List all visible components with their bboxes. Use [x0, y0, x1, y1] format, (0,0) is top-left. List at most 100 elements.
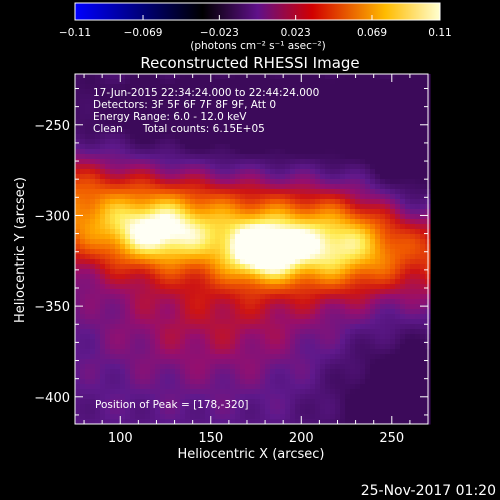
heatmap-pixel: [145, 149, 151, 155]
heatmap-pixel: [260, 109, 266, 115]
heatmap-pixel: [330, 284, 336, 290]
heatmap-pixel: [380, 109, 386, 115]
heatmap-pixel: [295, 284, 301, 290]
heatmap-pixel: [195, 264, 201, 270]
heatmap-pixel: [390, 369, 396, 375]
heatmap-pixel: [305, 84, 311, 90]
heatmap-pixel: [130, 174, 136, 180]
heatmap-pixel: [160, 164, 166, 170]
heatmap-pixel: [370, 309, 376, 315]
heatmap-pixel: [135, 259, 141, 265]
heatmap-pixel: [95, 129, 101, 135]
heatmap-pixel: [385, 309, 391, 315]
heatmap-pixel: [420, 374, 426, 380]
heatmap-pixel: [265, 409, 271, 415]
heatmap-pixel: [335, 279, 341, 285]
heatmap-pixel: [410, 279, 416, 285]
heatmap-pixel: [245, 309, 251, 315]
heatmap-pixel: [350, 394, 356, 400]
heatmap-pixel: [385, 414, 391, 420]
heatmap-pixel: [195, 259, 201, 265]
heatmap-pixel: [105, 414, 111, 420]
heatmap-pixel: [315, 89, 321, 95]
heatmap-pixel: [230, 344, 236, 350]
heatmap-pixel: [130, 314, 136, 320]
heatmap-pixel: [145, 179, 151, 185]
heatmap-pixel: [335, 169, 341, 175]
heatmap-pixel: [80, 104, 86, 110]
heatmap-pixel: [250, 189, 256, 195]
heatmap-pixel: [160, 79, 166, 85]
heatmap-pixel: [75, 154, 81, 160]
heatmap-pixel: [350, 349, 356, 355]
heatmap-pixel: [345, 129, 351, 135]
heatmap-pixel: [380, 364, 386, 370]
heatmap-pixel: [80, 204, 86, 210]
heatmap-pixel: [260, 224, 266, 230]
heatmap-pixel: [220, 294, 226, 300]
heatmap-pixel: [110, 184, 116, 190]
heatmap-pixel: [400, 269, 406, 275]
heatmap-pixel: [280, 369, 286, 375]
heatmap-pixel: [145, 249, 151, 255]
heatmap-pixel: [320, 89, 326, 95]
heatmap-pixel: [75, 334, 81, 340]
heatmap-pixel: [325, 79, 331, 85]
heatmap-pixel: [315, 194, 321, 200]
heatmap-pixel: [415, 314, 421, 320]
heatmap-pixel: [360, 94, 366, 100]
heatmap-pixel: [195, 149, 201, 155]
heatmap-pixel: [125, 209, 131, 215]
heatmap-pixel: [315, 394, 321, 400]
heatmap-pixel: [100, 419, 106, 425]
heatmap-pixel: [390, 134, 396, 140]
heatmap-pixel: [220, 124, 226, 130]
heatmap-pixel: [260, 394, 266, 400]
heatmap-pixel: [180, 389, 186, 395]
heatmap-pixel: [390, 374, 396, 380]
heatmap-pixel: [335, 144, 341, 150]
heatmap-pixel: [245, 124, 251, 130]
heatmap-pixel: [90, 239, 96, 245]
heatmap-pixel: [345, 139, 351, 145]
heatmap-pixel: [190, 249, 196, 255]
heatmap-pixel: [200, 174, 206, 180]
heatmap-pixel: [405, 149, 411, 155]
heatmap-pixel: [305, 229, 311, 235]
heatmap-pixel: [370, 74, 376, 80]
heatmap-pixel: [285, 99, 291, 105]
heatmap-pixel: [280, 239, 286, 245]
heatmap-pixel: [110, 299, 116, 305]
heatmap-pixel: [385, 314, 391, 320]
heatmap-pixel: [365, 379, 371, 385]
heatmap-pixel: [315, 214, 321, 220]
heatmap-pixel: [190, 374, 196, 380]
heatmap-pixel: [355, 299, 361, 305]
heatmap-pixel: [395, 389, 401, 395]
heatmap-pixel: [410, 364, 416, 370]
heatmap-pixel: [290, 399, 296, 405]
heatmap-pixel: [340, 89, 346, 95]
heatmap-pixel: [160, 209, 166, 215]
heatmap-pixel: [325, 189, 331, 195]
heatmap-pixel: [415, 139, 421, 145]
heatmap-pixel: [180, 259, 186, 265]
heatmap-pixel: [165, 359, 171, 365]
heatmap-pixel: [155, 139, 161, 145]
heatmap-pixel: [310, 94, 316, 100]
heatmap-pixel: [415, 214, 421, 220]
heatmap-pixel: [80, 154, 86, 160]
heatmap-pixel: [175, 149, 181, 155]
heatmap-pixel: [210, 269, 216, 275]
heatmap-pixel: [375, 214, 381, 220]
heatmap-pixel: [185, 299, 191, 305]
heatmap-pixel: [90, 109, 96, 115]
heatmap-pixel: [150, 159, 156, 165]
heatmap-pixel: [100, 359, 106, 365]
heatmap-pixel: [125, 419, 131, 425]
heatmap-pixel: [235, 334, 241, 340]
heatmap-pixel: [115, 394, 121, 400]
heatmap-pixel: [80, 214, 86, 220]
heatmap-pixel: [275, 329, 281, 335]
heatmap-pixel: [340, 394, 346, 400]
